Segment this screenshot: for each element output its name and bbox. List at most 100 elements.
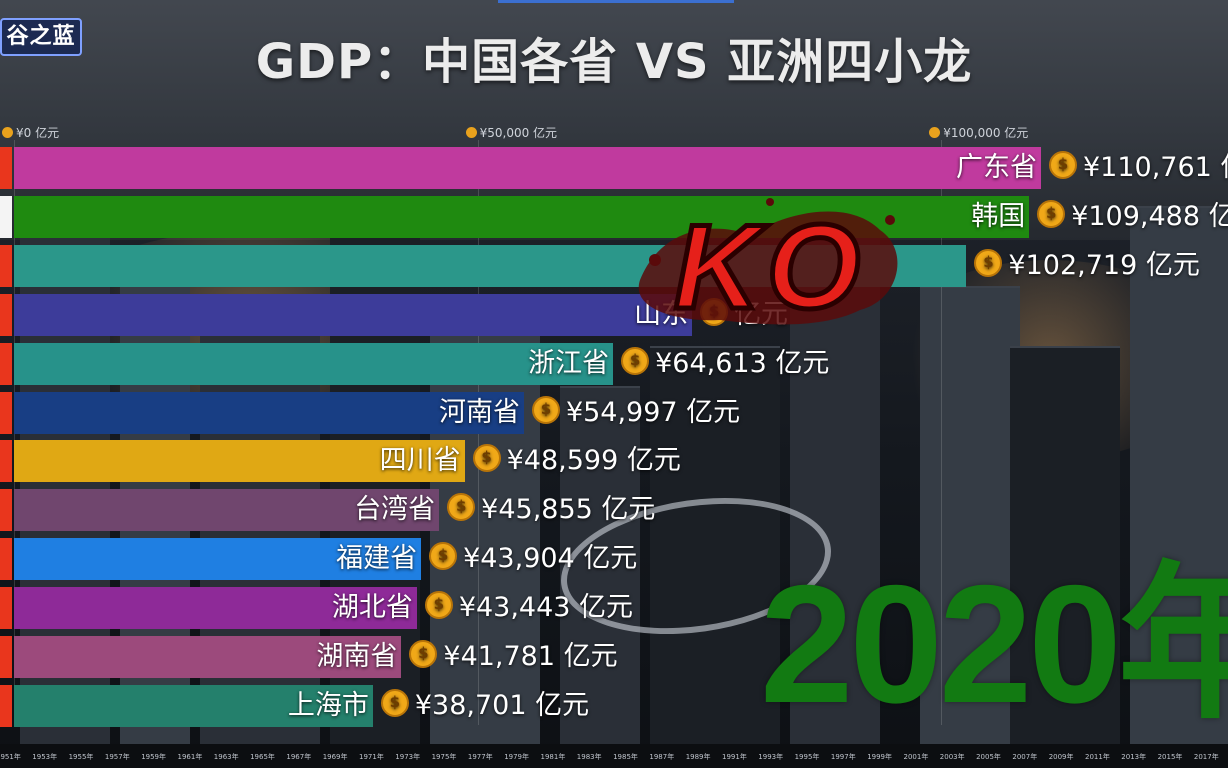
timeline-year-label: 2001年	[903, 753, 929, 761]
bar	[14, 636, 402, 678]
bar-value-text: ¥41,781 亿元	[443, 641, 618, 672]
bar-category-label: 湖北省	[331, 592, 413, 623]
flag-icon	[0, 538, 12, 580]
bar-category-label: 广东省	[956, 152, 1037, 183]
gridline	[941, 140, 943, 725]
money-bag-icon	[472, 444, 501, 472]
flag-icon	[0, 245, 12, 287]
blood-splatter	[638, 211, 898, 325]
bar-category-label: 上海市	[287, 690, 369, 721]
bar-value-label: ¥48,599 亿元	[467, 440, 681, 482]
coin-icon	[465, 127, 477, 138]
bar-value-label: ¥64,613 亿元	[615, 343, 829, 385]
bar	[14, 147, 1041, 189]
timeline-year-label: 2015年	[1157, 753, 1183, 761]
money-bag-icon	[409, 640, 438, 668]
bar-value-label: ¥45,855 亿元	[441, 489, 655, 531]
money-bag-icon	[424, 591, 453, 619]
timeline-year-label: 1993年	[758, 753, 784, 761]
timeline-year-label: 1995年	[794, 753, 820, 761]
flag-icon	[0, 294, 12, 336]
timeline-year-label: 1955年	[68, 753, 94, 761]
timeline-year-label: 2007年	[1012, 753, 1038, 761]
timeline-year-label: 2013年	[1121, 753, 1147, 761]
timeline-year-label: 2009年	[1048, 753, 1074, 761]
timeline-year-label: 2005年	[976, 753, 1001, 761]
money-bag-icon	[447, 493, 476, 521]
timeline-year-label: 1983年	[576, 753, 602, 761]
timeline-year-label: 2011年	[1085, 753, 1110, 761]
flag-icon	[0, 636, 12, 678]
axis-tick-text: ¥50,000 亿元	[479, 126, 558, 140]
year-label: 2020年	[760, 550, 1228, 738]
flag-icon	[0, 147, 12, 189]
bar-value-text: ¥45,855 亿元	[481, 494, 656, 525]
timeline-year-label: 1981年	[540, 753, 566, 761]
flag-icon	[0, 587, 12, 629]
bar	[14, 685, 373, 727]
timeline-year-label: 1957年	[104, 753, 130, 761]
flag-icon	[0, 196, 12, 238]
channel-logo: 谷之蓝	[0, 18, 82, 56]
bar-value-label: ¥38,701 亿元	[375, 685, 589, 727]
money-bag-icon	[429, 542, 458, 570]
bar-category-label: 台湾省	[354, 494, 436, 525]
axis-tick-label: ¥0 亿元	[2, 124, 59, 141]
flag-icon	[0, 392, 12, 434]
bar-category-label: 浙江省	[528, 348, 610, 379]
timeline-year-label: 1977年	[467, 753, 493, 761]
money-bag-icon	[974, 249, 1003, 277]
money-bag-icon	[380, 689, 409, 717]
bar-value-text: ¥110,761 亿元	[1083, 152, 1228, 183]
bar-category-label: 河南省	[438, 397, 520, 428]
timeline-year-label: 2003年	[939, 753, 965, 761]
timeline-year-label: 1997年	[830, 753, 856, 761]
bar	[14, 392, 524, 434]
axis-tick-text: ¥0 亿元	[16, 126, 60, 140]
ko-text: KO	[674, 200, 866, 334]
bar	[14, 343, 614, 385]
flag-icon	[0, 685, 12, 727]
ko-overlay: KO	[638, 198, 898, 337]
top-progress-indicator	[498, 0, 734, 3]
bar-value-label: ¥102,719 亿元	[968, 245, 1200, 287]
timeline-year-label: 1999年	[867, 753, 893, 761]
axis-tick-label: ¥50,000 亿元	[465, 124, 558, 141]
timeline-year-label: 1989年	[685, 753, 711, 761]
flag-icon	[0, 440, 12, 482]
money-bag-icon	[531, 396, 560, 424]
money-bag-icon	[1049, 151, 1077, 179]
bar-value-label: ¥43,443 亿元	[419, 587, 633, 629]
bar-value-label: ¥54,997 亿元	[526, 392, 740, 434]
bar	[14, 538, 422, 580]
timeline-year-label: 1965年	[250, 753, 275, 761]
chart-title: GDP：中国各省 VS 亚洲四小龙	[255, 34, 973, 90]
money-bag-icon	[621, 347, 650, 375]
timeline-axis	[0, 744, 1228, 768]
coin-icon	[929, 127, 941, 138]
bar-value-text: ¥38,701 亿元	[414, 690, 590, 721]
timeline-year-label: 1963年	[213, 753, 239, 761]
bar	[14, 294, 693, 336]
timeline-year-label: 1969年	[322, 753, 348, 761]
bar-category-label: 四川省	[379, 445, 461, 476]
bar-value-text: ¥102,719 亿元	[1008, 250, 1200, 281]
bar-value-text: ¥43,904 亿元	[463, 543, 638, 574]
bar-value-label: ¥43,904 亿元	[423, 538, 637, 580]
timeline-year-label: 1971年	[359, 753, 384, 761]
money-bag-icon	[1037, 200, 1066, 228]
timeline-year-label: 1975年	[431, 753, 457, 761]
bar-value-label: ¥109,488 亿元	[1031, 196, 1228, 238]
bar	[14, 440, 465, 482]
bar	[14, 489, 440, 531]
bar-value-text: ¥48,599 亿元	[506, 445, 681, 476]
axis-tick-text: ¥100,000 亿元	[943, 126, 1029, 140]
bar	[14, 587, 417, 629]
flag-icon	[0, 489, 12, 531]
timeline-year-label: 2017年	[1193, 753, 1219, 761]
timeline-year-label: 1951年	[0, 753, 21, 761]
flag-icon	[0, 343, 12, 385]
bar-category-label: 福建省	[336, 543, 418, 574]
timeline-year-label: 1979年	[504, 753, 530, 761]
bar-category-label: 湖南省	[316, 641, 398, 672]
